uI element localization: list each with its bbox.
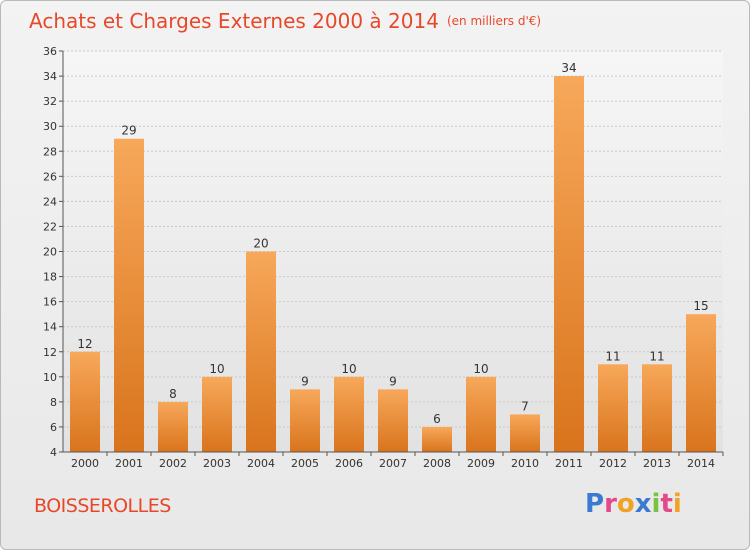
data-label-2009: 10 <box>473 362 488 376</box>
y-tick-label: 4 <box>50 446 57 459</box>
data-label-2005: 9 <box>301 374 309 388</box>
bar-2009 <box>466 376 496 452</box>
logo-letter: r <box>604 489 617 519</box>
y-tick-label: 20 <box>43 246 57 259</box>
y-tick-label: 12 <box>43 346 57 359</box>
y-tick-label: 32 <box>43 95 57 108</box>
x-tick-label: 2009 <box>467 457 495 470</box>
bar-2011 <box>554 76 584 452</box>
bar-2001 <box>114 138 144 452</box>
y-tick-label: 24 <box>43 195 57 208</box>
x-tick-label: 2004 <box>247 457 275 470</box>
data-label-2011: 34 <box>561 61 576 75</box>
bar-2000 <box>70 351 100 452</box>
data-label-2004: 20 <box>253 237 268 251</box>
y-tick-label: 10 <box>43 371 57 384</box>
commune-name: BOISSEROLLES <box>34 495 171 517</box>
y-tick-label: 18 <box>43 271 57 284</box>
logo-letter: P <box>585 489 605 519</box>
x-tick-label: 2012 <box>599 457 627 470</box>
logo-letter: x <box>634 489 652 519</box>
x-tick-label: 2011 <box>555 457 583 470</box>
x-tick-label: 2013 <box>643 457 671 470</box>
data-label-2001: 29 <box>121 124 136 138</box>
bar-2005 <box>290 389 320 452</box>
y-tick-label: 26 <box>43 170 57 183</box>
data-label-2010: 7 <box>521 399 529 413</box>
x-tick-label: 2008 <box>423 457 451 470</box>
y-tick-label: 28 <box>43 145 57 158</box>
bar-2003 <box>202 376 232 452</box>
bar-2012 <box>598 364 628 452</box>
data-label-2012: 11 <box>605 349 620 363</box>
logo-letter: i <box>651 489 661 519</box>
y-tick-label: 6 <box>50 421 57 434</box>
bar-2007 <box>378 389 408 452</box>
proxiti-logo: Proxiti <box>585 489 682 519</box>
logo-letter: o <box>616 489 635 519</box>
chart-title: Achats et Charges Externes 2000 à 2014 (e… <box>29 9 541 33</box>
y-tick-label: 30 <box>43 120 57 133</box>
x-tick-label: 2003 <box>203 457 231 470</box>
data-label-2000: 12 <box>77 337 92 351</box>
data-label-2007: 9 <box>389 374 397 388</box>
bar-2006 <box>334 376 364 452</box>
chart-title-unit: (en milliers d'€) <box>446 14 542 28</box>
x-axis: 2000 2001 2002 2003 2004 2005 2006 2007 2008 2009… <box>63 451 724 470</box>
y-tick-label: 16 <box>43 296 57 309</box>
x-tick-label: 2002 <box>159 457 187 470</box>
bar-2004 <box>246 251 276 452</box>
x-tick-label: 2005 <box>291 457 319 470</box>
y-tick-label: 14 <box>43 321 57 334</box>
data-label-2003: 10 <box>209 362 224 376</box>
x-tick-label: 2007 <box>379 457 407 470</box>
logo-letter: t <box>660 489 673 519</box>
bars: 12 29 8 10 20 9 10 9 6 10 7 34 11 11 15 <box>70 61 716 452</box>
y-axis: 4 6 8 10 12 14 16 18 20 22 24 26 28 30 32 34 36 <box>43 45 64 459</box>
bar-2014 <box>686 314 716 452</box>
y-tick-label: 22 <box>43 220 57 233</box>
data-label-2013: 11 <box>649 349 664 363</box>
bar-2008 <box>422 426 452 452</box>
chart-title-main: Achats et Charges Externes 2000 à 2014 <box>29 9 439 33</box>
y-tick-label: 8 <box>50 396 57 409</box>
y-tick-label: 36 <box>43 45 57 58</box>
data-label-2008: 6 <box>433 412 441 426</box>
y-tick-label: 34 <box>43 70 57 83</box>
x-tick-label: 2001 <box>115 457 143 470</box>
x-tick-label: 2014 <box>687 457 715 470</box>
x-tick-label: 2006 <box>335 457 363 470</box>
bar-2010 <box>510 414 540 452</box>
data-label-2014: 15 <box>693 299 708 313</box>
data-label-2006: 10 <box>341 362 356 376</box>
logo-letter: i <box>672 489 682 519</box>
x-tick-label: 2010 <box>511 457 539 470</box>
x-tick-label: 2000 <box>71 457 99 470</box>
bar-2013 <box>642 364 672 452</box>
bar-2002 <box>158 401 188 452</box>
data-label-2002: 8 <box>169 387 177 401</box>
